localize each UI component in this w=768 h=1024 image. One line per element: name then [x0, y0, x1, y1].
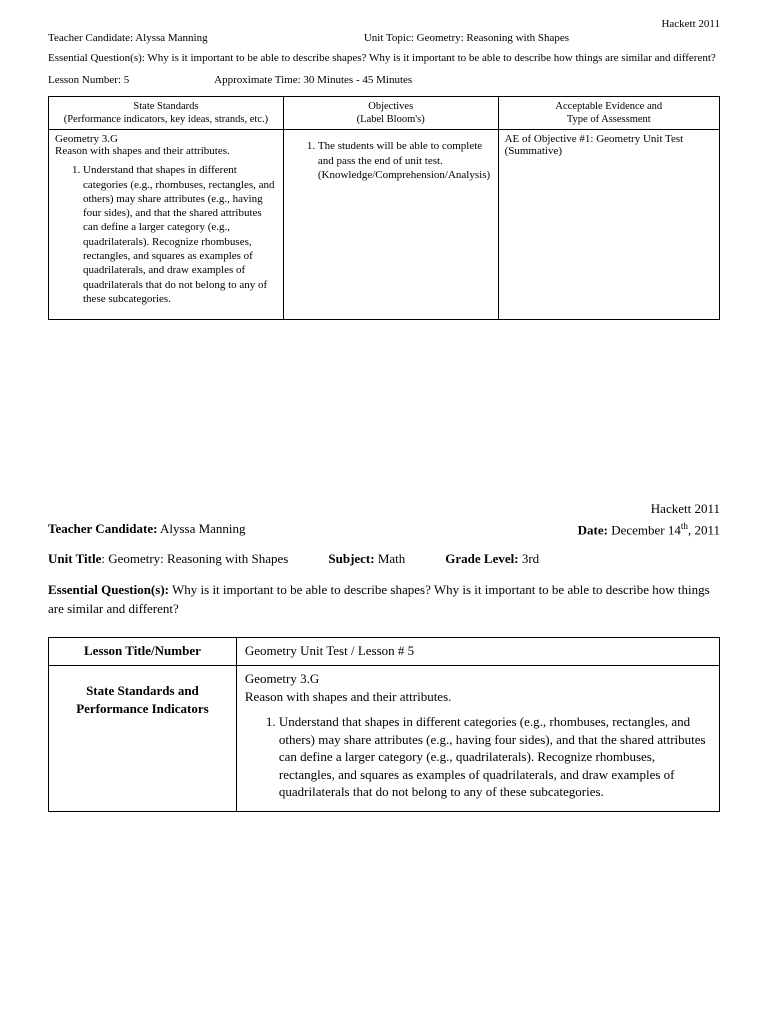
- std-item-2: Understand that shapes in different cate…: [279, 713, 711, 801]
- teacher-label-2: Teacher Candidate:: [48, 521, 157, 536]
- th-evidence-line1: Acceptable Evidence and: [555, 101, 662, 112]
- table-row: State Standards and Performance Indicato…: [49, 665, 720, 811]
- date-sup: th: [681, 521, 688, 531]
- ae-text: AE of Objective #1: Geometry Unit Test (…: [505, 133, 684, 157]
- grade-label: Grade Level:: [445, 551, 518, 566]
- grade-value: 3rd: [519, 551, 540, 566]
- std-code: Geometry 3.G: [55, 133, 118, 145]
- essential-question-line: Essential Question(s): Why is it importa…: [48, 52, 720, 64]
- std-code-2: Geometry 3.G: [245, 671, 319, 686]
- eq-label: Essential Question(s):: [48, 52, 147, 64]
- date-label: Date:: [578, 522, 608, 537]
- unit-title-value: : Geometry: Reasoning with Shapes: [101, 551, 288, 566]
- eq-text: Why is it important to be able to descri…: [147, 52, 715, 64]
- unit-topic-label: Unit Topic:: [364, 32, 417, 44]
- obj-item: The students will be able to complete an…: [318, 139, 492, 182]
- teacher-name-2: Alyssa Manning: [157, 521, 245, 536]
- teacher-label: Teacher Candidate:: [48, 32, 135, 44]
- page-spacer: [48, 320, 720, 500]
- corner-tag-2: Hackett 2011: [48, 500, 720, 519]
- unit-title-label: Unit Title: [48, 551, 101, 566]
- cell-objectives: The students will be able to complete an…: [283, 130, 498, 320]
- cell-standards-label-2: State Standards and Performance Indicato…: [49, 665, 237, 811]
- th-evidence: Acceptable Evidence and Type of Assessme…: [498, 97, 719, 130]
- sec2-eq: Essential Question(s): Why is it importa…: [48, 581, 720, 619]
- table-header-row: State Standards (Performance indicators,…: [49, 97, 720, 130]
- lesson-detail-table: Lesson Title/Number Geometry Unit Test /…: [48, 637, 720, 812]
- header-row-1: Teacher Candidate: Alyssa Manning Unit T…: [48, 32, 720, 44]
- lesson-num-label: Lesson Number:: [48, 74, 124, 86]
- lesson-num: 5: [124, 74, 130, 86]
- th-objectives: Objectives (Label Bloom's): [283, 97, 498, 130]
- th-standards-line2: (Performance indicators, key ideas, stra…: [64, 114, 268, 125]
- sec2-row-unit: Unit Title: Geometry: Reasoning with Sha…: [48, 550, 720, 569]
- th-evidence-line2: Type of Assessment: [567, 114, 651, 125]
- lesson-info-line: Lesson Number: 5 Approximate Time: 30 Mi…: [48, 74, 720, 86]
- corner-tag: Hackett 2011: [48, 18, 720, 30]
- th-standards-line1: State Standards: [133, 101, 198, 112]
- standards-table: State Standards (Performance indicators,…: [48, 96, 720, 320]
- subject-label: Subject:: [328, 551, 374, 566]
- std-title: Reason with shapes and their attributes.: [55, 145, 230, 157]
- date-year: , 2011: [688, 522, 720, 537]
- date-value: December 14: [608, 522, 681, 537]
- eq-label-2: Essential Question(s):: [48, 582, 169, 597]
- sec2-row-teacher-date: Teacher Candidate: Alyssa Manning Date: …: [48, 520, 720, 540]
- th-standards: State Standards (Performance indicators,…: [49, 97, 284, 130]
- lesson-plan-page: Hackett 2011 Teacher Candidate: Alyssa M…: [0, 0, 768, 812]
- approx-time-label: Approximate Time:: [214, 74, 303, 86]
- approx-time: 30 Minutes - 45 Minutes: [303, 74, 412, 86]
- table-row: Geometry 3.G Reason with shapes and thei…: [49, 130, 720, 320]
- table-row: Lesson Title/Number Geometry Unit Test /…: [49, 637, 720, 665]
- cell-standards: Geometry 3.G Reason with shapes and thei…: [49, 130, 284, 320]
- th-objectives-line2: (Label Bloom's): [357, 114, 425, 125]
- th-objectives-line1: Objectives: [368, 101, 413, 112]
- subject-value: Math: [375, 551, 406, 566]
- cell-lesson-title-label: Lesson Title/Number: [49, 637, 237, 665]
- unit-topic: Geometry: Reasoning with Shapes: [417, 32, 569, 44]
- section-two: Hackett 2011 Teacher Candidate: Alyssa M…: [48, 500, 720, 812]
- std-item: Understand that shapes in different cate…: [83, 163, 277, 306]
- std-title-2: Reason with shapes and their attributes.: [245, 689, 452, 704]
- cell-lesson-title-value: Geometry Unit Test / Lesson # 5: [236, 637, 719, 665]
- teacher-name: Alyssa Manning: [135, 32, 207, 44]
- cell-evidence: AE of Objective #1: Geometry Unit Test (…: [498, 130, 719, 320]
- cell-standards-value-2: Geometry 3.G Reason with shapes and thei…: [236, 665, 719, 811]
